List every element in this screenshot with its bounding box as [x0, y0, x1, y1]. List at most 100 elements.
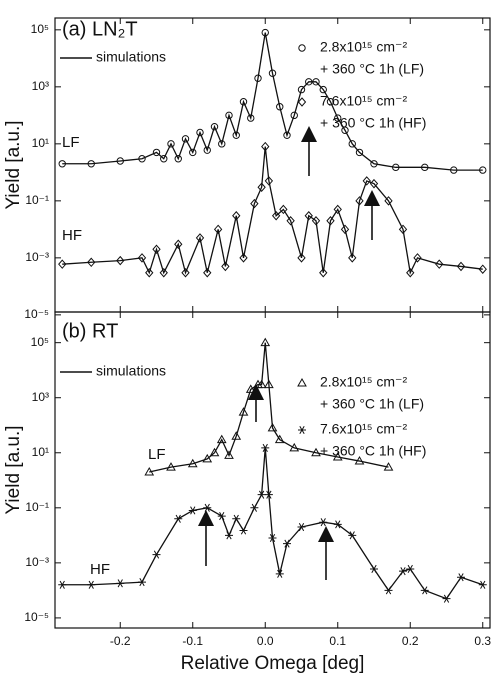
- data-point: [87, 160, 95, 168]
- data-point: [275, 569, 284, 578]
- legend-marker: [297, 97, 307, 107]
- data-point: [319, 85, 327, 94]
- data-point: [406, 564, 415, 574]
- data-point: [58, 580, 67, 589]
- data-point: [362, 176, 371, 186]
- data-point: [250, 503, 259, 512]
- data-point: [261, 141, 270, 152]
- data-point: [457, 573, 465, 582]
- data-point: [196, 128, 204, 137]
- data-point: [398, 224, 408, 235]
- data-point: [450, 166, 458, 174]
- x-axis-label: Relative Omega [deg]: [181, 653, 365, 674]
- data-point: [348, 140, 356, 148]
- data-point: [384, 196, 393, 206]
- data-point: [421, 163, 429, 172]
- data-point: [159, 267, 168, 278]
- data-point: [420, 586, 429, 595]
- data-point: [311, 447, 321, 457]
- x-tick-label: 0.0: [257, 634, 274, 648]
- data-point: [138, 578, 146, 587]
- data-point: [406, 267, 415, 278]
- data-point: [250, 198, 259, 209]
- data-point: [213, 224, 223, 235]
- data-point: [116, 579, 125, 588]
- x-tick-label: 0.3: [474, 634, 491, 648]
- data-point: [311, 216, 321, 226]
- data-point: [181, 267, 190, 278]
- data-point: [268, 69, 277, 77]
- data-point: [268, 533, 277, 543]
- data-point: [58, 160, 66, 168]
- data-point: [286, 216, 295, 226]
- data-point: [348, 531, 357, 540]
- data-point: [267, 422, 278, 432]
- data-point: [209, 447, 220, 457]
- x-tick-label: -0.2: [110, 634, 131, 648]
- data-point: [232, 131, 240, 139]
- data-point: [383, 462, 394, 471]
- legend-label: + 360 °C 1h (HF): [320, 115, 426, 131]
- data-point: [239, 526, 248, 535]
- data-point: [144, 466, 155, 476]
- y-tick-label: 10⁻⁵: [24, 610, 49, 624]
- data-point: [355, 148, 364, 157]
- data-point: [435, 259, 444, 269]
- y-tick-label: 10⁵: [31, 335, 49, 349]
- y-tick-label: 10⁻¹: [25, 500, 49, 514]
- data-point: [333, 520, 342, 529]
- data-point: [203, 146, 211, 154]
- data-point: [312, 78, 320, 86]
- data-point: [239, 253, 248, 263]
- data-point: [152, 550, 161, 559]
- legend-label: 7.6x10¹⁵ cm⁻²: [320, 93, 407, 109]
- legend-label: simulations: [96, 363, 166, 379]
- data-point: [384, 586, 393, 595]
- data-point: [245, 384, 256, 393]
- curve-label: LF: [62, 134, 80, 151]
- y-tick-label: 10⁻³: [25, 250, 49, 264]
- data-point: [254, 74, 262, 82]
- data-point: [239, 98, 248, 106]
- data-point: [181, 135, 190, 143]
- curve-label: HF: [90, 561, 110, 578]
- legend-label: 2.8x10¹⁵ cm⁻²: [320, 39, 407, 55]
- data-point: [297, 522, 306, 532]
- data-point: [167, 140, 175, 148]
- data-point: [341, 126, 349, 134]
- data-point: [202, 453, 213, 463]
- data-point: [238, 407, 249, 416]
- data-point: [392, 163, 400, 172]
- data-point: [116, 255, 125, 266]
- data-point: [340, 224, 350, 235]
- data-point: [332, 452, 343, 461]
- data-point: [256, 379, 267, 389]
- data-point: [413, 253, 422, 263]
- data-point: [224, 450, 234, 459]
- data-point: [354, 456, 365, 465]
- data-point: [304, 210, 313, 221]
- data-point: [257, 182, 266, 193]
- y-tick-label: 10³: [32, 79, 49, 93]
- simulation-line: [62, 447, 483, 600]
- data-point: [260, 337, 271, 347]
- data-point: [166, 462, 176, 471]
- data-point: [232, 210, 241, 221]
- y-tick-label: 10¹: [32, 136, 49, 150]
- data-point: [297, 253, 306, 263]
- data-point: [188, 506, 197, 515]
- legend-label: 7.6x10¹⁵ cm⁻²: [320, 421, 407, 437]
- data-point: [369, 178, 379, 189]
- legend-marker: [297, 377, 307, 387]
- x-tick-label: 0.1: [329, 634, 346, 648]
- data-point: [326, 216, 335, 226]
- data-point: [221, 261, 230, 272]
- data-point: [225, 531, 233, 540]
- data-point: [348, 253, 357, 263]
- panel-title: (b) RT: [62, 320, 118, 342]
- y-tick-label: 10⁻¹: [25, 193, 49, 207]
- data-point: [232, 514, 241, 523]
- data-point: [370, 564, 378, 574]
- data-point: [264, 379, 274, 389]
- data-point: [355, 196, 364, 206]
